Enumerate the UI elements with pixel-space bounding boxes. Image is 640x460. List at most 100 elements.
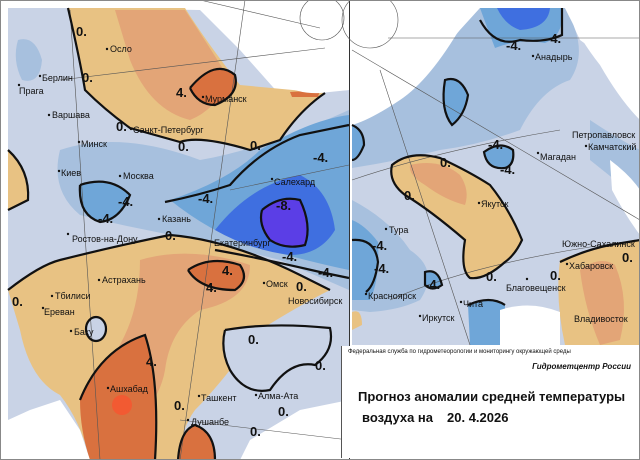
contour-label: 0. <box>12 294 23 309</box>
svg-text:Екатеринбург: Екатеринбург <box>214 238 271 248</box>
svg-text:Казань: Казань <box>162 214 191 224</box>
city-moscow: Москва <box>118 171 154 181</box>
contour-label: 4. <box>222 263 233 278</box>
svg-text:Якутск: Якутск <box>481 199 509 209</box>
west-panel: 0. 0. 0. 0. 4. 0. -4. -4. -4. -8. -4. 0.… <box>7 0 350 460</box>
forecast-date: 20. 4.2026 <box>447 410 509 425</box>
svg-text:Камчатский: Камчатский <box>588 142 636 152</box>
cold-core <box>261 198 308 247</box>
contour-label: 0. <box>296 279 307 294</box>
city-petropavlovsk: Петропавловск <box>572 130 635 140</box>
svg-text:Владивосток: Владивосток <box>574 314 628 324</box>
contour-labels-east: -4. -4. -4. -4. 0. 0. 0. -4. -4. -4. 0. … <box>372 31 633 292</box>
city-magadan: Магадан <box>536 151 576 162</box>
city-murmansk: Мурманск <box>201 94 247 104</box>
svg-text:Салехард: Салехард <box>274 177 316 187</box>
city-kiev: Киев <box>57 168 81 178</box>
city-novosibirsk: Новосибирск <box>288 296 342 306</box>
title-box: Федеральная служба по гидрометеорологии … <box>341 346 639 458</box>
contour-label: -4. <box>318 265 333 280</box>
svg-text:Осло: Осло <box>110 44 132 54</box>
contour-label: 0. <box>82 70 93 85</box>
contour-label: 0. <box>622 250 633 265</box>
city-krasnoyarsk: Красноярск <box>364 291 416 301</box>
city-berlin: Берлин <box>38 73 73 83</box>
contour-label: -4. <box>118 194 133 209</box>
svg-text:Баку: Баку <box>74 327 94 337</box>
city-rostov: Ростов-на-Дону <box>66 232 138 244</box>
subtitle-prefix: воздуха на <box>362 410 434 425</box>
city-astrakhan: Астрахань <box>97 275 146 285</box>
city-tura: Тура <box>384 225 408 235</box>
cities-east: Анадырь Петропавловск Камчатский Магадан… <box>364 52 636 324</box>
contour-label: -4. <box>488 137 503 152</box>
contour-label: 0. <box>178 139 189 154</box>
svg-text:Киев: Киев <box>61 168 81 178</box>
contour-label: -4. <box>372 238 387 253</box>
city-kamchatsky: Камчатский <box>584 142 636 152</box>
city-minsk: Минск <box>77 139 107 149</box>
contour-labels-west: 0. 0. 0. 0. 4. 0. -4. -4. -4. -8. -4. 0.… <box>12 24 333 439</box>
contour-label: 0. <box>278 404 289 419</box>
svg-text:Мурманск: Мурманск <box>205 94 247 104</box>
contour-label: 0. <box>116 119 127 134</box>
cities-west: Осло Берлин Прага Варшава Мурманск Санкт… <box>17 44 342 427</box>
contour-label: 0. <box>250 424 261 439</box>
contour-label: 0. <box>76 24 87 39</box>
svg-text:Ростов-на-Дону: Ростов-на-Дону <box>72 234 138 244</box>
city-dushanbe: Душанбе <box>186 417 229 427</box>
contour-label: -4. <box>282 249 297 264</box>
city-tbilisi: Тбилиси <box>50 291 91 301</box>
city-blagoveshchensk: Благовещенск <box>506 277 566 293</box>
city-omsk: Омск <box>262 279 288 289</box>
east-panel: -4. -4. -4. -4. 0. 0. 0. -4. -4. -4. 0. … <box>341 0 640 346</box>
svg-text:Астрахань: Астрахань <box>102 275 146 285</box>
svg-text:Благовещенск: Благовещенск <box>506 283 566 293</box>
svg-text:Минск: Минск <box>81 139 107 149</box>
contour-label: -4. <box>198 191 213 206</box>
contour-label: -4. <box>425 277 440 292</box>
city-almaty: Алма-Ата <box>254 391 298 401</box>
warm-area-yakutia <box>391 155 522 279</box>
city-anadyr: Анадырь <box>531 52 573 62</box>
city-yerevan: Ереван <box>41 306 75 317</box>
contour-label: 4. <box>146 354 157 369</box>
contour-label: 0. <box>174 398 185 413</box>
city-salekhard: Салехард <box>270 177 316 187</box>
contour-label: 0. <box>440 155 451 170</box>
city-ashkhabad: Ашхабад <box>106 384 149 394</box>
city-oslo: Осло <box>105 44 132 54</box>
center-name: Гидрометцентр России <box>532 362 631 371</box>
contour-label: -4. <box>500 162 515 177</box>
city-vladivostok: Владивосток <box>574 314 628 324</box>
svg-text:Магадан: Магадан <box>540 152 576 162</box>
city-spb: Санкт-Петербург <box>129 125 204 135</box>
svg-text:Тура: Тура <box>389 225 408 235</box>
contour-label: -4. <box>506 38 521 53</box>
svg-text:Петропавловск: Петропавловск <box>572 130 635 140</box>
svg-text:Москва: Москва <box>123 171 154 181</box>
svg-text:Ашхабад: Ашхабад <box>110 384 149 394</box>
svg-text:Прага: Прага <box>19 86 44 96</box>
contour-label: 0. <box>165 228 176 243</box>
contour-label: -4. <box>98 211 113 226</box>
svg-text:Берлин: Берлин <box>42 73 73 83</box>
contour-label: 0. <box>250 138 261 153</box>
svg-text:Иркутск: Иркутск <box>422 313 455 323</box>
agency-name: Федеральная служба по гидрометеорологии … <box>348 349 571 355</box>
contour-label: -4. <box>374 261 389 276</box>
city-yakutsk: Якутск <box>477 199 509 209</box>
city-irkutsk: Иркутск <box>418 313 455 323</box>
svg-text:Ереван: Ереван <box>44 307 75 317</box>
svg-text:Варшава: Варшава <box>52 110 90 120</box>
svg-text:Южно-Сахалинск: Южно-Сахалинск <box>562 239 635 249</box>
map-subtitle: воздуха на 20. 4.2026 <box>362 410 508 425</box>
city-kazan: Казань <box>157 214 191 224</box>
city-khabarovsk: Хабаровск <box>565 261 613 271</box>
city-baku: Баку <box>69 327 94 337</box>
city-yuzhno-sakhalinsk: Южно-Сахалинск <box>562 239 635 249</box>
svg-text:Душанбе: Душанбе <box>191 417 229 427</box>
svg-text:Новосибирск: Новосибирск <box>288 296 342 306</box>
